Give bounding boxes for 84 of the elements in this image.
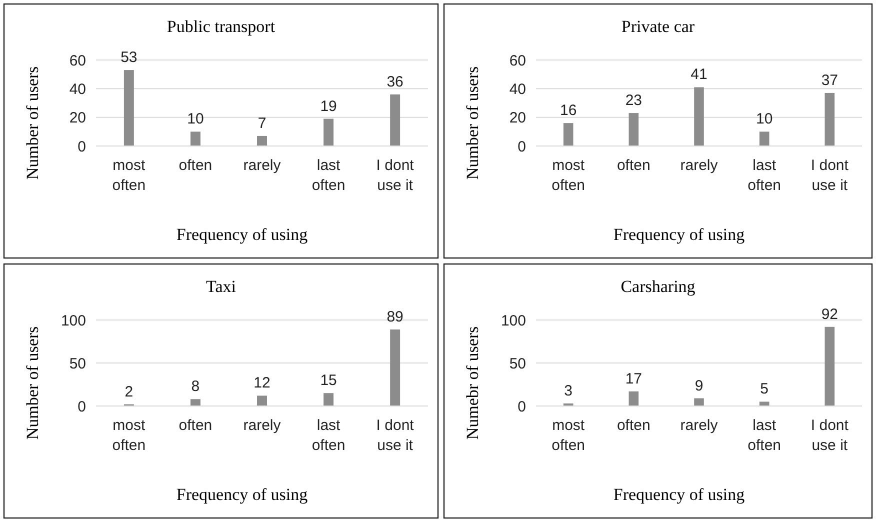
x-tick-label: I dont use it (810, 417, 850, 454)
y-tick-label: 0 (78, 138, 86, 156)
bar (190, 399, 200, 406)
x-tick-label: most often (552, 157, 586, 194)
chart-title: Public transport (166, 17, 276, 36)
data-label: 37 (821, 72, 838, 89)
y-axis-title: Number of users (463, 66, 482, 180)
x-tick-label: often (616, 417, 650, 434)
bar (257, 396, 267, 406)
data-label: 23 (625, 92, 642, 110)
x-tick-label: last often (748, 157, 782, 194)
bar (628, 391, 639, 406)
bar (124, 70, 134, 146)
x-tick-label: often (616, 157, 650, 174)
chart-title: Taxi (206, 277, 236, 296)
x-axis-title: Frequency of using (176, 225, 308, 244)
y-axis-title: Number of users (23, 66, 42, 180)
data-label: 7 (258, 114, 266, 132)
y-tick-label: 40 (69, 80, 86, 98)
x-axis-title: Frequency of using (613, 485, 746, 504)
data-label: 53 (120, 49, 138, 66)
bar (324, 393, 334, 406)
x-tick-label: rarely (243, 157, 282, 174)
x-tick-label: I dont use it (810, 157, 850, 194)
x-tick-label: most often (112, 417, 146, 454)
bar (824, 92, 835, 146)
x-tick-label: often (178, 417, 212, 434)
x-tick-label: last often (312, 417, 346, 454)
bar (324, 118, 334, 146)
y-tick-label: 50 (509, 355, 526, 372)
y-tick-label: 20 (509, 110, 526, 127)
data-label: 16 (560, 102, 577, 120)
bar (190, 132, 200, 146)
data-label: 12 (254, 374, 270, 392)
x-tick-label: often (178, 157, 212, 174)
x-axis-title: Frequency of using (613, 225, 746, 244)
chart-title: Private car (621, 17, 695, 36)
x-tick-label: most often (112, 157, 146, 194)
data-label: 9 (694, 377, 704, 394)
x-tick-label: I dont use it (376, 417, 415, 454)
x-tick-label: last often (748, 417, 782, 454)
x-axis-title: Frequency of using (176, 485, 308, 504)
y-tick-label: 20 (69, 110, 86, 127)
bar (694, 87, 704, 146)
data-label: 17 (625, 370, 642, 388)
bar (257, 136, 267, 146)
x-tick-label: most often (552, 417, 586, 454)
y-tick-label: 60 (69, 52, 86, 70)
data-label: 2 (124, 383, 134, 400)
data-label: 10 (187, 110, 204, 128)
bar (563, 123, 574, 146)
data-label: 41 (690, 66, 708, 84)
bar (824, 326, 835, 406)
bar (390, 94, 400, 146)
x-tick-label: rarely (680, 157, 718, 174)
bar (759, 402, 770, 406)
y-axis-title: Number of users (23, 326, 42, 440)
y-tick-label: 0 (78, 398, 86, 416)
bar (759, 132, 770, 146)
bar (390, 329, 400, 406)
y-tick-label: 0 (518, 138, 526, 156)
y-tick-label: 100 (60, 312, 86, 330)
data-label: 36 (386, 73, 404, 90)
bar (694, 398, 704, 406)
y-tick-label: 40 (509, 80, 526, 98)
bar (628, 113, 639, 146)
x-tick-label: I dont use it (376, 157, 415, 194)
chart-title: Carsharing (620, 277, 696, 296)
x-tick-label: rarely (680, 417, 718, 434)
data-label: 5 (760, 380, 769, 398)
y-tick-label: 50 (69, 355, 86, 372)
data-label: 19 (320, 98, 337, 115)
data-label: 92 (821, 306, 838, 323)
y-axis-title: Numebr of users (463, 326, 482, 440)
x-tick-label: rarely (243, 417, 282, 434)
data-label: 15 (320, 372, 337, 390)
data-label: 8 (191, 378, 200, 396)
x-tick-label: last often (312, 157, 346, 194)
y-tick-label: 60 (509, 52, 526, 70)
y-tick-label: 100 (500, 312, 526, 330)
data-label: 89 (386, 308, 404, 326)
data-label: 10 (756, 110, 773, 128)
data-label: 3 (564, 382, 573, 400)
y-tick-label: 0 (518, 398, 526, 416)
